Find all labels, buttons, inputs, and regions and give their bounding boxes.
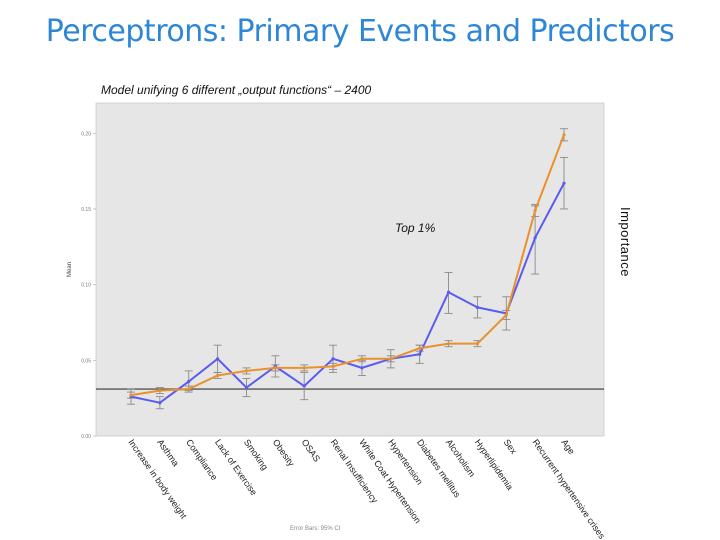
blue-series-point (562, 181, 566, 185)
x-category-label: Smoking (242, 437, 270, 471)
x-category-label: Asthma (155, 437, 181, 468)
orange-series-line (130, 134, 565, 397)
orange-series-point (475, 342, 479, 346)
y-tick-label: 0.10 (81, 283, 91, 289)
orange-series-point (389, 357, 393, 361)
x-category-label: Obesity (271, 437, 297, 468)
top-percent-label: Top 1% (395, 221, 436, 235)
orange-series-point (533, 208, 537, 213)
blue-series-point (244, 385, 249, 390)
slide-title: Perceptrons: Primary Events and Predicto… (45, 14, 675, 49)
blue-series-point (187, 379, 191, 384)
y-tick-label: 0.05 (81, 358, 91, 364)
y-tick-label: 0.20 (81, 131, 91, 137)
blue-series-point (446, 290, 451, 294)
y-axis-title: Mean (67, 262, 73, 277)
blue-series-point (331, 357, 335, 361)
blue-series-point (418, 352, 422, 356)
x-category-label: Increase in body weight (126, 437, 189, 521)
plot-area (95, 102, 605, 437)
error-bars-caption: Error Bars: 95% CI (290, 526, 341, 532)
orange-series-point (504, 313, 508, 317)
importance-label: Importance (618, 206, 633, 278)
x-category-label: Age (559, 437, 576, 456)
blue-series-point (302, 384, 306, 388)
orange-series-point (331, 364, 335, 368)
orange-series-point (562, 133, 566, 137)
orange-series-point (418, 346, 422, 350)
orange-series-point (244, 369, 249, 373)
orange-series-point (129, 393, 133, 397)
y-tick-label: 0.00 (81, 434, 91, 440)
blue-series-point (216, 357, 220, 361)
chart-subtitle: Model unifying 6 different „output funct… (101, 83, 372, 97)
orange-series-point (187, 387, 191, 391)
blue-series-point (533, 236, 537, 240)
x-category-label: Sex (502, 437, 519, 456)
blue-series-point (360, 366, 364, 370)
orange-series-point (302, 366, 306, 370)
orange-series-point (446, 342, 451, 346)
orange-series-point (216, 373, 220, 378)
y-tick-label: 0.15 (81, 207, 91, 213)
x-category-label: OSAS (300, 437, 323, 463)
orange-series-point (360, 357, 364, 361)
orange-series-point (158, 388, 162, 393)
blue-series-point (475, 305, 479, 309)
orange-series-point (273, 366, 277, 370)
blue-series-point (158, 401, 162, 405)
